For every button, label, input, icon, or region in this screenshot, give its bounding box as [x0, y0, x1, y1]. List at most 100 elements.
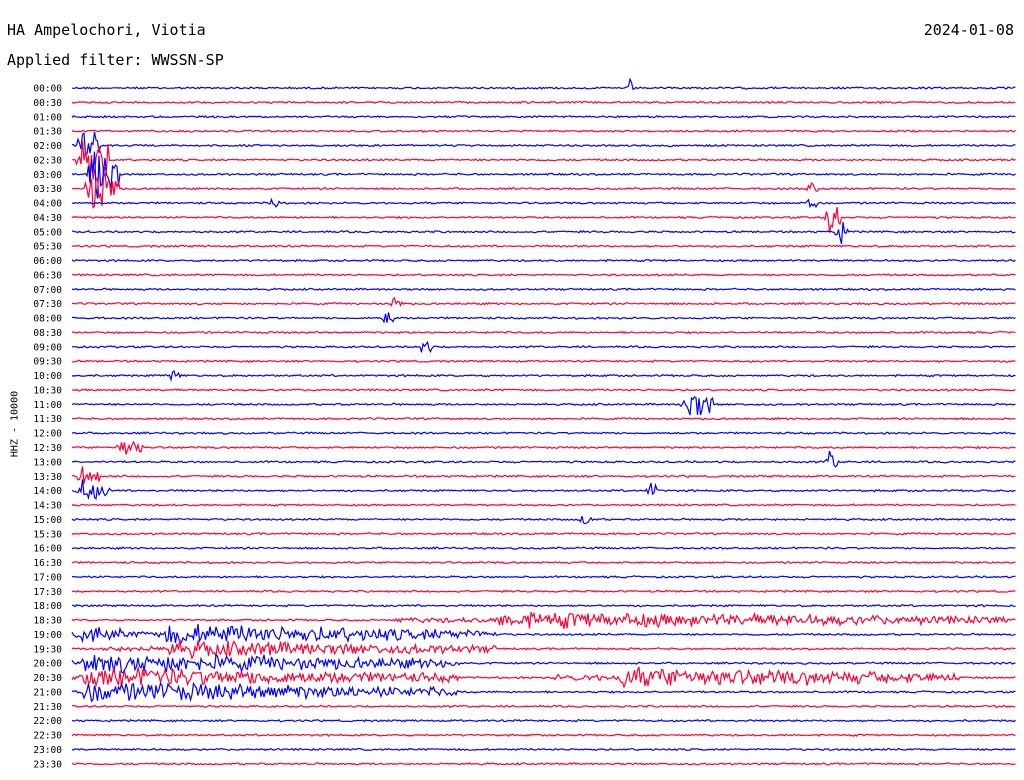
- trace-line: [71, 589, 1016, 594]
- trace-line: [71, 140, 1016, 180]
- row-time-label: 12:00: [33, 429, 62, 440]
- trace-line: [71, 611, 1016, 630]
- row-time-label: 15:30: [33, 529, 62, 540]
- row-time-label: 10:30: [33, 385, 62, 396]
- row-time-label: 02:30: [33, 155, 62, 166]
- trace-line: [72, 221, 1016, 244]
- row-time-label: 06:30: [33, 270, 62, 281]
- trace-line: [71, 653, 1016, 674]
- row-time-label: 05:30: [33, 242, 62, 253]
- trace-line: [71, 100, 1016, 105]
- trace-line: [71, 575, 1016, 579]
- trace-line: [71, 197, 1016, 209]
- trace-line: [71, 287, 1016, 292]
- row-time-label: 19:30: [33, 644, 62, 655]
- row-time-label: 14:30: [33, 501, 62, 512]
- trace-line: [71, 466, 1016, 484]
- trace-line: [71, 330, 1016, 335]
- row-time-label: 18:00: [33, 601, 62, 612]
- trace-line: [71, 312, 1016, 324]
- row-time-label: 18:30: [33, 616, 62, 627]
- row-time-label: 23:00: [33, 745, 62, 756]
- row-time-label: 20:30: [33, 673, 62, 684]
- row-time-label: 00:30: [33, 98, 62, 109]
- row-time-label: 12:30: [33, 443, 62, 454]
- row-time-label: 00:00: [33, 84, 62, 95]
- row-time-label: 14:00: [33, 486, 62, 497]
- trace-line: [71, 718, 1016, 723]
- row-time-label: 08:30: [33, 328, 62, 339]
- trace-line: [71, 369, 1016, 383]
- trace-line: [72, 431, 1016, 435]
- row-time-label: 23:30: [33, 759, 62, 770]
- row-time-label: 07:30: [33, 299, 62, 310]
- trace-line: [71, 531, 1016, 536]
- row-time-label: 07:00: [33, 285, 62, 296]
- trace-line: [71, 546, 1016, 550]
- trace-line: [71, 515, 1016, 525]
- row-time-label: 17:30: [33, 587, 62, 598]
- trace-line: [71, 681, 1016, 703]
- trace-line: [71, 560, 1016, 565]
- row-time-label: 05:00: [33, 227, 62, 238]
- row-time-label: 03:00: [33, 170, 62, 181]
- row-time-label: 21:00: [33, 687, 62, 698]
- trace-line: [71, 131, 1016, 156]
- row-time-label: 20:00: [33, 659, 62, 670]
- row-time-label: 01:30: [33, 127, 62, 138]
- trace-line: [72, 604, 1016, 608]
- trace-line: [71, 623, 1016, 644]
- record-date: 2024-01-08: [923, 21, 1014, 39]
- row-time-label: 13:30: [33, 472, 62, 483]
- trace-line: [71, 258, 1016, 263]
- trace-line: [71, 503, 1016, 507]
- trace-line: [71, 77, 1016, 91]
- row-time-label: 04:00: [33, 199, 62, 210]
- row-time-label: 16:30: [33, 558, 62, 569]
- row-time-label: 15:00: [33, 515, 62, 526]
- trace-line: [71, 172, 1016, 209]
- trace-line: [71, 416, 1016, 421]
- trace-line: [71, 151, 1016, 199]
- row-time-label: 08:00: [33, 314, 62, 325]
- trace-line: [71, 761, 1016, 766]
- filter-label: Applied filter: WWSSN-SP: [7, 51, 224, 69]
- trace-line: [71, 733, 1016, 738]
- trace-line: [71, 244, 1016, 249]
- trace-line: [71, 395, 1016, 416]
- trace-line: [71, 129, 1016, 134]
- trace-line: [71, 450, 1016, 468]
- trace-line: [71, 666, 1016, 689]
- trace-line: [71, 440, 1016, 455]
- row-time-label: 19:00: [33, 630, 62, 641]
- row-time-label: 16:00: [33, 544, 62, 555]
- trace-line: [71, 479, 1016, 501]
- row-time-label: 09:30: [33, 357, 62, 368]
- row-time-label: 09:00: [33, 342, 62, 353]
- trace-line: [71, 114, 1016, 119]
- row-time-label: 04:30: [33, 213, 62, 224]
- row-time-label: 10:00: [33, 371, 62, 382]
- row-time-label: 21:30: [33, 702, 62, 713]
- row-time-label: 03:30: [33, 184, 62, 195]
- trace-line: [71, 340, 1016, 354]
- row-time-label: 13:00: [33, 457, 62, 468]
- row-time-label: 02:00: [33, 141, 62, 152]
- row-time-label: 17:00: [33, 572, 62, 583]
- trace-line: [71, 388, 1016, 392]
- trace-line: [71, 359, 1016, 364]
- row-time-label: 11:00: [33, 400, 62, 411]
- row-time-label: 22:00: [33, 716, 62, 727]
- row-time-label: 11:30: [33, 414, 62, 425]
- row-time-label: 06:00: [33, 256, 62, 267]
- station-title: HA Ampelochori, Viotia: [7, 21, 206, 39]
- trace-line: [71, 747, 1016, 752]
- trace-line: [71, 704, 1016, 709]
- trace-line: [71, 639, 1016, 661]
- trace-line: [71, 273, 1016, 277]
- row-time-label: 22:30: [33, 731, 62, 742]
- trace-line: [71, 206, 1016, 233]
- trace-line: [71, 296, 1016, 308]
- row-time-label: 01:00: [33, 112, 62, 123]
